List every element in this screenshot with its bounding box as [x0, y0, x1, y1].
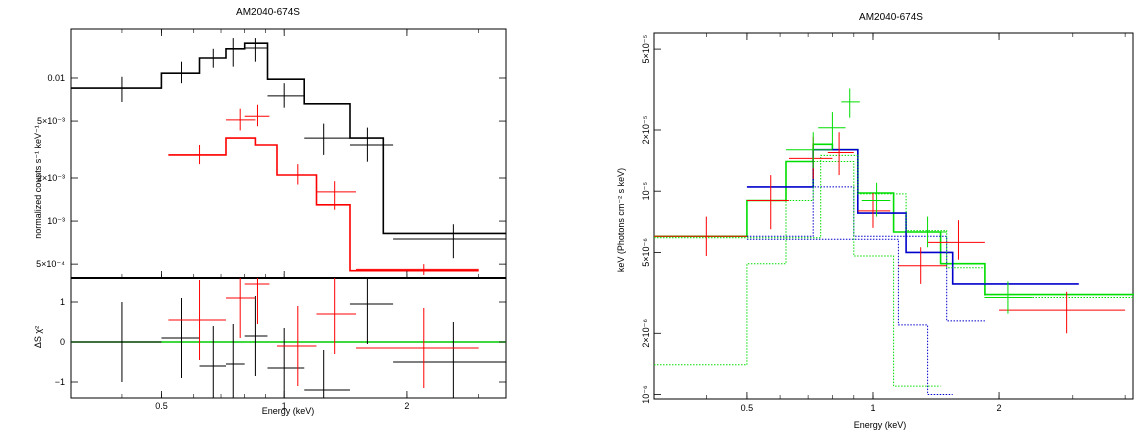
y-axis-label-counts: normalized counts s⁻¹ keV⁻¹ — [33, 125, 43, 239]
model-step-line-0 — [71, 42, 506, 235]
chart-title-right: AM2040-674S — [859, 12, 923, 23]
y-tick-label: 2×10⁻⁶ — [641, 319, 651, 348]
y-axis-label-flux: keV (Photons cm⁻² s keV) — [616, 168, 626, 272]
model-component-3 — [746, 238, 953, 395]
model-component-5 — [654, 154, 1134, 298]
x-tick-label: 1 — [282, 401, 287, 411]
y-tick-label: 5×10⁻⁴ — [36, 259, 65, 269]
y-tick-label: 2×10⁻³ — [37, 173, 65, 183]
y-tick-label: 5×10⁻⁵ — [641, 34, 651, 63]
model-component-2 — [746, 186, 985, 322]
x-axis-label-left: Energy (keV) — [262, 406, 315, 416]
y-tick-label: 5×10⁻⁶ — [641, 238, 651, 267]
model-step-line-1 — [168, 137, 479, 272]
y-axis-label-residuals: ΔS χ² — [33, 326, 43, 348]
x-tick-label: 2 — [997, 403, 1002, 413]
x-tick-label: 1 — [870, 403, 875, 413]
residuals-panel: ΔS χ² Energy (keV) −1 0 1 0.5 1 2 — [33, 277, 507, 416]
x-axis-label-right: Energy (keV) — [854, 420, 907, 430]
x-tick-label: 2 — [404, 401, 409, 411]
y-tick-label: 1 — [60, 297, 65, 307]
counts-spectrum-panel: AM2040-674S normalized counts s⁻¹ keV⁻¹ … — [33, 7, 507, 279]
y-tick-label: 0 — [60, 337, 65, 347]
y-tick-label: −1 — [55, 377, 65, 387]
unfolded-spectrum-panel: AM2040-674S keV (Photons cm⁻² s keV) Ene… — [616, 12, 1134, 430]
y-tick-label: 0.01 — [47, 73, 65, 83]
y-tick-label: 10⁻⁵ — [641, 182, 651, 201]
plot-frame-top-left — [70, 28, 507, 279]
model-component-1 — [746, 148, 1079, 285]
chart-title-left: AM2040-674S — [236, 7, 300, 18]
y-tick-label: 5×10⁻³ — [37, 116, 65, 126]
y-tick-label: 10⁻⁶ — [641, 385, 651, 404]
y-tick-label: 2×10⁻⁵ — [641, 115, 651, 144]
plot-frame-right — [653, 32, 1134, 400]
plot-frame-bottom-left — [70, 277, 507, 399]
model-component-4 — [654, 161, 941, 387]
x-tick-label: 0.5 — [155, 401, 168, 411]
y-tick-label: 10⁻³ — [47, 216, 65, 226]
x-tick-label: 0.5 — [741, 403, 754, 413]
